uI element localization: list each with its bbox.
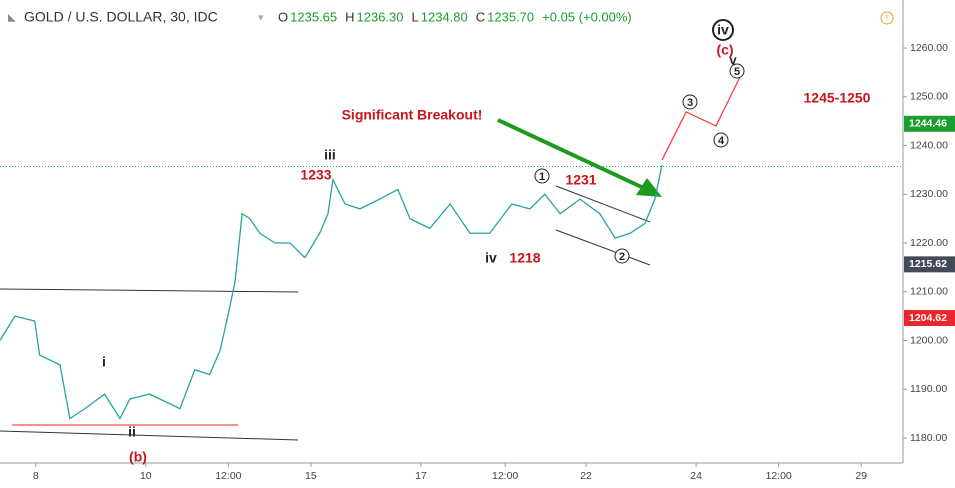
x-tick-label: 17 bbox=[415, 470, 427, 482]
y-tick-label: 1250.00 bbox=[910, 91, 948, 103]
trend-line bbox=[0, 288, 299, 293]
dropdown[interactable]: ▾ bbox=[258, 12, 264, 24]
wave-circle bbox=[682, 94, 698, 110]
wave-circle bbox=[614, 248, 630, 264]
annotation: 1218 bbox=[509, 250, 540, 266]
projection-line bbox=[661, 76, 741, 161]
y-tick-label: 1260.00 bbox=[910, 42, 948, 54]
channel-line bbox=[555, 229, 651, 266]
ohlc-value: 1235.65 bbox=[290, 9, 337, 24]
annotation: iv bbox=[485, 250, 497, 266]
ohlc-value: 1234.80 bbox=[421, 9, 468, 24]
annotation: 1233 bbox=[300, 167, 331, 183]
annotation: v bbox=[729, 52, 737, 67]
wave-circle bbox=[729, 63, 745, 79]
price-label-bg bbox=[904, 309, 955, 326]
x-tick-label: 12:00 bbox=[765, 470, 791, 482]
ohlc-key: H bbox=[345, 9, 354, 24]
x-tick-label: 12:00 bbox=[492, 470, 518, 482]
breakout-arrow bbox=[497, 118, 649, 192]
annotation: (c) bbox=[716, 42, 733, 58]
alert-mark: ! bbox=[886, 12, 889, 22]
price-line bbox=[0, 164, 663, 420]
annotation: ii bbox=[128, 424, 136, 440]
y-tick-label: 1190.00 bbox=[910, 383, 947, 395]
wave-circle bbox=[713, 132, 729, 148]
wave-circle bbox=[534, 168, 550, 184]
annotation: iii bbox=[324, 147, 336, 163]
annotation: i bbox=[102, 354, 106, 370]
x-tick-label: 15 bbox=[305, 470, 317, 482]
y-tick-label: 1210.00 bbox=[910, 286, 948, 298]
y-tick-label: 1230.00 bbox=[910, 188, 948, 200]
channel-line bbox=[555, 185, 651, 223]
collapse-icon[interactable]: ◣ bbox=[8, 13, 16, 24]
annotation: 3 bbox=[687, 97, 693, 109]
ohlc-value: 1236.30 bbox=[357, 9, 404, 24]
price-label-bg bbox=[904, 115, 955, 132]
annotation: Significant Breakout! bbox=[342, 107, 483, 123]
price-label: 1244.46 bbox=[909, 118, 947, 130]
x-tick-label: 29 bbox=[855, 470, 867, 482]
price-label-bg bbox=[904, 256, 955, 273]
x-tick-label: 22 bbox=[580, 470, 592, 482]
price-label: 1204.62 bbox=[909, 312, 947, 324]
x-tick-label: 24 bbox=[690, 470, 702, 482]
header-bg bbox=[0, 0, 275, 36]
annotation: 1245-1250 bbox=[804, 90, 871, 106]
y-tick-label: 1220.00 bbox=[910, 237, 948, 249]
annotation: 1231 bbox=[565, 172, 596, 188]
x-tick-label: 10 bbox=[140, 470, 152, 482]
ohlc-key: L bbox=[412, 9, 419, 24]
y-tick-label: 1180.00 bbox=[910, 432, 947, 444]
y-tick-label: 1200.00 bbox=[910, 334, 948, 346]
alert-icon[interactable] bbox=[880, 11, 894, 25]
symbol: GOLD / U.S. DOLLAR, 30, IDC bbox=[24, 9, 218, 25]
ohlc-key: C bbox=[476, 9, 485, 24]
x-tick-label: 8 bbox=[33, 470, 39, 482]
annotation: iv bbox=[717, 22, 729, 38]
annotation: 5 bbox=[734, 66, 740, 78]
y-tick-label: 1240.00 bbox=[910, 139, 948, 151]
change: +0.05 (+0.00%) bbox=[542, 9, 632, 24]
ohlc-key: O bbox=[278, 9, 288, 24]
annotation: 2 bbox=[619, 251, 625, 263]
annotation: (b) bbox=[129, 449, 147, 465]
ohlc-value: 1235.70 bbox=[487, 9, 534, 24]
arrow-head bbox=[636, 178, 662, 197]
annotation: 1 bbox=[539, 171, 545, 183]
wave-circle bbox=[712, 19, 734, 41]
price-label: 1215.62 bbox=[909, 258, 947, 270]
annotation: 4 bbox=[718, 135, 725, 147]
trend-line bbox=[0, 430, 299, 441]
x-tick-label: 12:00 bbox=[215, 470, 241, 482]
